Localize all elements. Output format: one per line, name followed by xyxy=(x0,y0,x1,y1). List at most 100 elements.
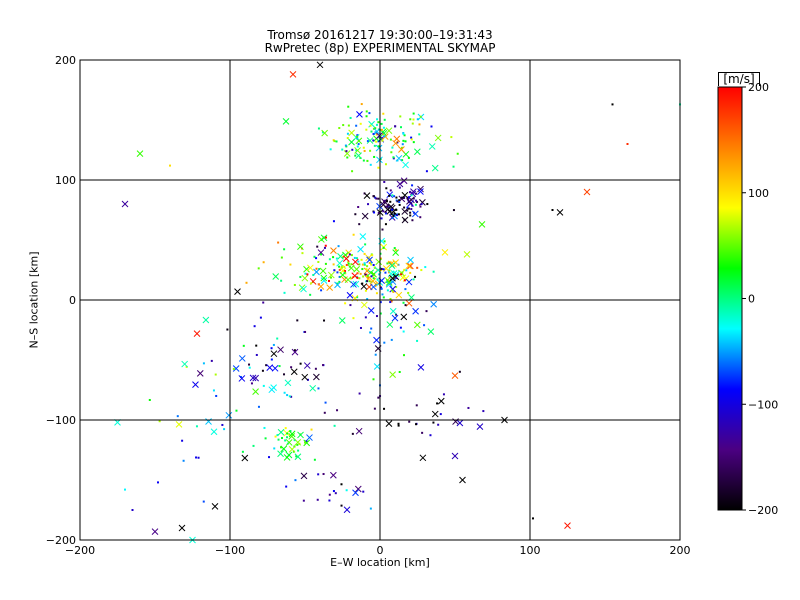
scatter-point xyxy=(403,134,406,137)
x-axis-ticks: −200 −100 0 100 200 xyxy=(65,544,691,557)
scatter-point-cross xyxy=(396,180,404,188)
scatter-point xyxy=(418,133,421,136)
scatter-point xyxy=(415,423,418,426)
scatter-point xyxy=(386,262,389,265)
scatter-point xyxy=(124,488,126,491)
scatter-point-cross xyxy=(277,450,284,458)
scatter-point xyxy=(426,203,429,206)
scatter-point-cross xyxy=(389,371,397,378)
scatter-point-cross xyxy=(400,313,408,321)
scatter-point-cross xyxy=(407,256,414,264)
scatter-point xyxy=(368,280,371,283)
scatter-point xyxy=(378,273,381,276)
scatter-point xyxy=(532,517,534,520)
scatter-point xyxy=(375,123,378,126)
scatter-point-cross xyxy=(400,177,408,185)
scatter-point xyxy=(393,247,396,250)
scatter-point xyxy=(382,268,385,271)
scatter-point xyxy=(375,315,378,318)
scatter-point xyxy=(315,257,318,260)
scatter-point xyxy=(290,366,293,369)
scatter-point-cross xyxy=(234,288,241,295)
scatter-point-cross xyxy=(412,210,419,218)
scatter-point xyxy=(359,122,362,125)
scatter-point-cross xyxy=(406,198,413,205)
scatter-point-cross xyxy=(417,188,424,195)
x-tick-label: −200 xyxy=(65,544,95,557)
scatter-point xyxy=(262,301,265,304)
scatter-point-cross xyxy=(350,281,357,288)
scatter-point xyxy=(396,141,399,144)
scatter-point xyxy=(407,156,410,159)
scatter-point xyxy=(286,436,289,439)
scatter-point xyxy=(382,296,385,299)
scatter-point xyxy=(285,485,288,488)
scatter-point xyxy=(390,338,393,341)
scatter-point xyxy=(343,265,346,268)
scatter-point xyxy=(325,236,328,239)
scatter-point xyxy=(320,289,323,292)
scatter-point xyxy=(328,499,331,502)
scatter-point xyxy=(286,394,289,397)
scatter-point xyxy=(336,282,339,285)
scatter-point xyxy=(407,198,410,201)
scatter-point xyxy=(366,159,369,162)
scatter-point xyxy=(412,197,415,200)
scatter-point xyxy=(404,304,407,307)
scatter-point xyxy=(416,266,419,269)
scatter-point xyxy=(262,384,265,387)
scatter-point xyxy=(357,143,360,146)
scatter-point xyxy=(344,302,347,305)
scatter-point xyxy=(328,258,331,261)
scatter-point xyxy=(362,159,365,162)
scatter-point xyxy=(349,304,352,307)
scatter-point xyxy=(312,273,315,276)
scatter-point xyxy=(372,139,375,142)
scatter-point-cross xyxy=(363,267,371,275)
scatter-point xyxy=(366,298,369,301)
scatter-point xyxy=(366,274,369,277)
scatter-point xyxy=(396,159,399,162)
scatter-point-cross xyxy=(352,258,359,266)
scatter-point xyxy=(315,267,318,270)
scatter-point-cross xyxy=(348,129,355,137)
scatter-point xyxy=(387,204,390,207)
scatter-point xyxy=(380,217,383,220)
scatter-point-cross xyxy=(395,291,403,299)
scatter-point-cross xyxy=(427,328,435,335)
scatter-point xyxy=(352,317,355,320)
scatter-point xyxy=(399,115,402,118)
scatter-point xyxy=(407,207,410,210)
scatter-point xyxy=(385,199,388,202)
scatter-point xyxy=(402,301,405,304)
scatter-point xyxy=(458,370,461,373)
scatter-point xyxy=(280,256,283,259)
scatter-point-cross xyxy=(343,150,351,157)
scatter-point xyxy=(370,271,373,274)
scatter-point-cross xyxy=(392,139,399,147)
scatter-point xyxy=(262,261,265,264)
scatter-point-cross xyxy=(307,264,314,272)
scatter-point xyxy=(401,159,404,162)
scatter-point xyxy=(390,151,393,154)
scatter-point-cross xyxy=(392,249,400,256)
scatter-point xyxy=(286,432,289,435)
scatter-point xyxy=(398,370,401,373)
scatter-point xyxy=(281,437,284,440)
scatter-point xyxy=(392,157,395,160)
scatter-point xyxy=(317,261,320,264)
scatter-point-cross xyxy=(428,143,436,150)
scatter-point xyxy=(296,443,299,446)
scatter-point xyxy=(182,459,185,462)
scatter-point xyxy=(377,139,380,142)
scatter-point xyxy=(400,126,403,129)
scatter-point xyxy=(370,327,373,330)
scatter-point-cross xyxy=(238,355,246,362)
scatter-point-cross xyxy=(238,375,246,382)
scatter-point xyxy=(347,262,350,265)
scatter-point xyxy=(356,272,359,275)
scatter-point xyxy=(364,243,367,246)
scatter-point xyxy=(405,269,408,272)
scatter-point-cross xyxy=(301,373,309,381)
